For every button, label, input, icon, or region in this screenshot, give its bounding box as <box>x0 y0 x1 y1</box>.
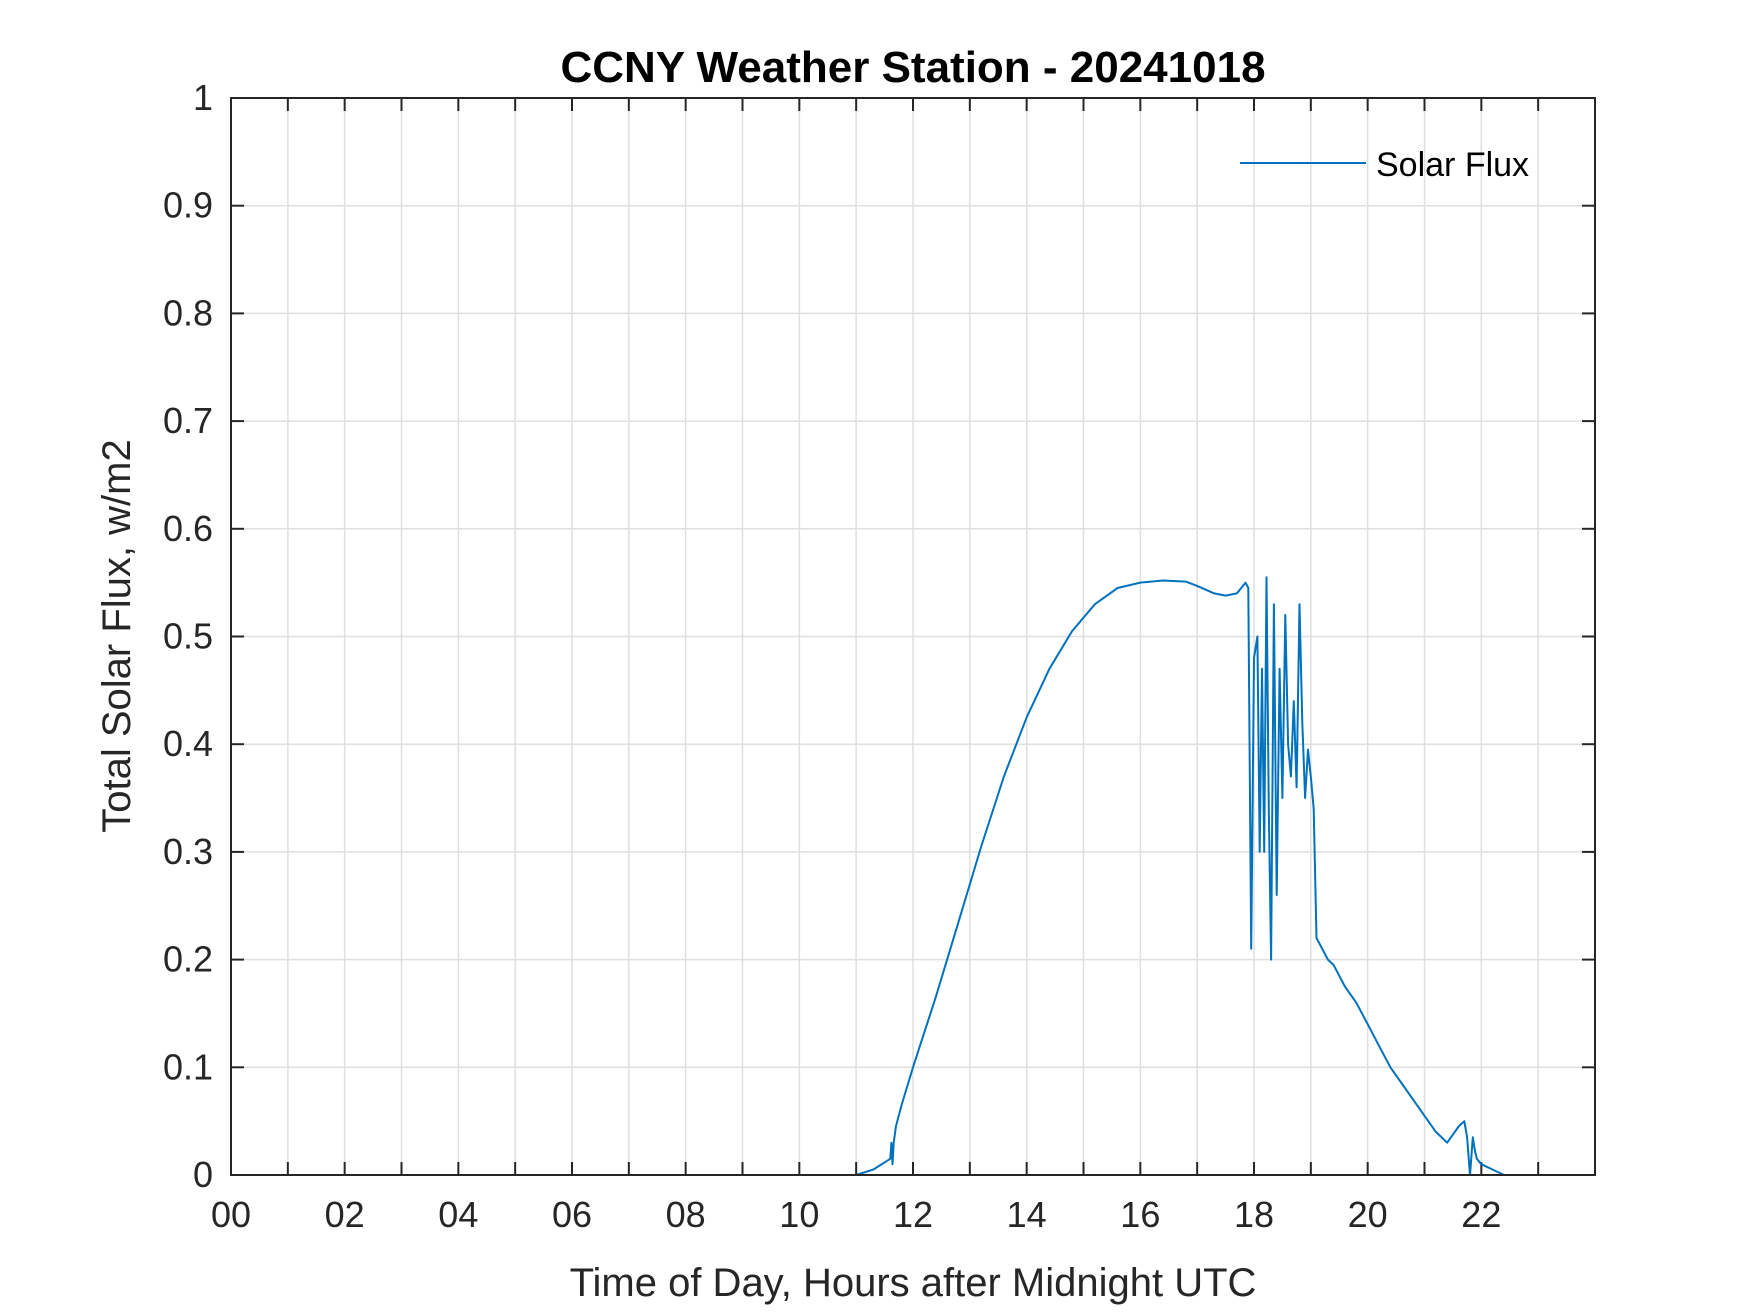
y-tick-label: 0.7 <box>163 400 213 441</box>
plot-frame <box>230 97 1596 1176</box>
tick-labels: 00 02 04 06 08 10 12 14 16 18 20 22 0 0.1 0.2 0.3 0.4 0.5… <box>163 77 1501 1235</box>
x-tick-label: 06 <box>552 1194 592 1235</box>
y-tick-label: 1 <box>193 77 213 118</box>
y-tick-label: 0.3 <box>163 831 213 872</box>
x-tick-label: 08 <box>666 1194 706 1235</box>
x-axis-label: Time of Day, Hours after Midnight UTC <box>570 1261 1257 1305</box>
x-tick-label: 10 <box>779 1194 819 1235</box>
legend: Solar Flux <box>1240 146 1529 184</box>
y-tick-label: 0.5 <box>163 616 213 657</box>
x-tick-label: 00 <box>211 1194 251 1235</box>
series-line-solar-flux <box>231 576 1595 1176</box>
y-tick-label: 0 <box>193 1154 213 1195</box>
legend-label-solar-flux: Solar Flux <box>1376 146 1529 184</box>
grid <box>231 98 1595 1175</box>
y-tick-label: 0.9 <box>163 185 213 226</box>
x-tick-label: 14 <box>1007 1194 1047 1235</box>
x-tick-label: 16 <box>1120 1194 1160 1235</box>
x-tick-label: 12 <box>893 1194 933 1235</box>
series-layer <box>231 576 1595 1176</box>
y-tick-label: 0.4 <box>163 723 213 764</box>
x-tick-label: 18 <box>1234 1194 1274 1235</box>
x-tick-label: 20 <box>1348 1194 1388 1235</box>
x-tick-label: 04 <box>438 1194 478 1235</box>
y-axis-label: Total Solar Flux, w/m2 <box>95 439 139 832</box>
y-tick-label: 0.6 <box>163 508 213 549</box>
y-tick-label: 0.2 <box>163 939 213 980</box>
chart-title: CCNY Weather Station - 20241018 <box>560 43 1265 92</box>
x-tick-label: 22 <box>1461 1194 1501 1235</box>
y-tick-label: 0.8 <box>163 292 213 333</box>
y-tick-label: 0.1 <box>163 1046 213 1087</box>
x-tick-label: 02 <box>325 1194 365 1235</box>
